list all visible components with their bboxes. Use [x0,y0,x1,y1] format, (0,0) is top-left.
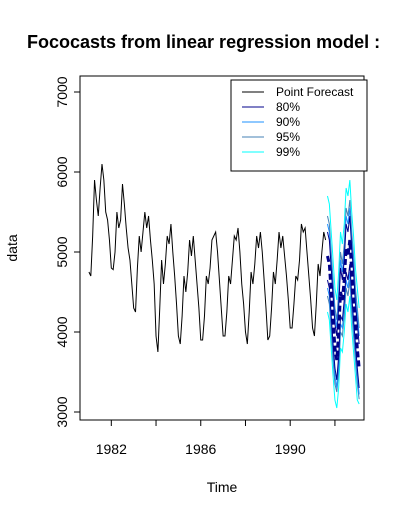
y-tick-label: 4000 [54,316,70,347]
x-tick-label: 1986 [185,441,216,457]
legend-label: Point Forecast [276,85,354,99]
legend-label: 95% [276,130,300,144]
plot-box [79,75,365,421]
axis-layer: 3000 4000 5000 6000 7000 1982 1986 1990 [54,76,336,457]
band-95-hi-line [326,199,360,329]
band-90-lo-line [326,271,360,395]
band-80-lo-line [326,263,360,389]
legend-label: 80% [276,100,300,114]
x-tick-label: 1990 [275,441,306,457]
band-95-lo-line [326,279,360,400]
band-99-hi-line [326,179,360,309]
chart-title: Fococasts from linear regression model : [27,32,380,52]
point-forecast-line [326,239,361,369]
x-tick-label: 1982 [96,441,127,457]
y-tick-label: 3000 [54,396,70,427]
y-tick-label: 6000 [54,156,70,187]
band-90-hi-line [326,207,360,337]
y-tick-label: 5000 [54,236,70,267]
legend-label: 99% [276,145,300,159]
series-layer [88,163,361,409]
band-80-hi-line [326,215,360,345]
band-99-lo-line [326,295,360,409]
legend-label: 90% [276,115,300,129]
legend-box [230,79,368,172]
series-history-line [88,163,327,353]
x-axis-label: Time [207,479,238,495]
y-tick-label: 7000 [54,76,70,107]
y-axis-label: data [4,234,20,261]
